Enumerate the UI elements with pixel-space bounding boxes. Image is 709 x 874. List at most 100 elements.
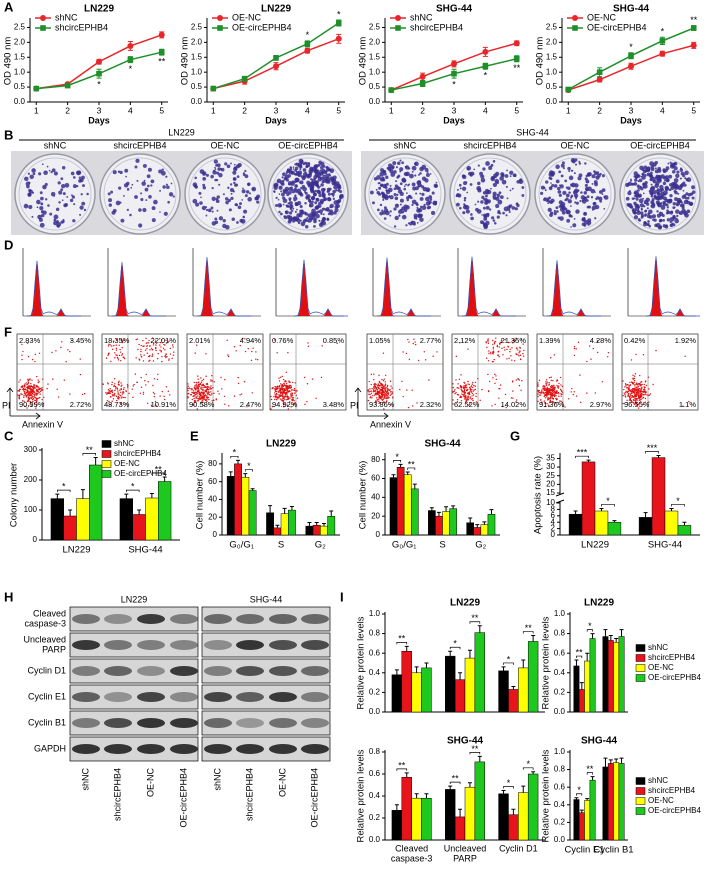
quadrant-label: 1.92% — [675, 336, 697, 345]
colony-dot — [293, 216, 297, 220]
data-point — [273, 63, 279, 70]
error-bar — [458, 808, 463, 817]
event-dot — [368, 380, 370, 383]
colony-dot — [168, 192, 174, 197]
colony-dot — [117, 170, 121, 173]
significance-bracket — [645, 451, 659, 454]
event-dot — [115, 388, 117, 390]
colony-dot — [32, 172, 36, 176]
bar — [391, 674, 403, 713]
colony-dot — [674, 218, 680, 224]
s-curve — [461, 256, 516, 317]
event-dot — [27, 404, 30, 407]
chart-title: LN229 — [584, 598, 614, 609]
bar — [241, 476, 250, 536]
event-dot — [194, 384, 196, 387]
event-dot — [642, 396, 645, 399]
event-dot — [648, 401, 650, 403]
event-dot — [382, 391, 384, 394]
event-dot — [112, 398, 115, 400]
event-dot — [428, 379, 430, 381]
event-dot — [206, 388, 208, 390]
event-dot — [468, 383, 471, 386]
colony-dot — [61, 184, 66, 189]
band — [104, 692, 132, 702]
event-dot — [601, 381, 603, 383]
colony-dot — [289, 166, 293, 169]
s-curve — [111, 262, 166, 317]
event-dot — [465, 384, 467, 386]
significance: ** — [690, 15, 698, 25]
event-dot — [270, 408, 272, 410]
bar — [578, 689, 585, 713]
colony-dot — [372, 201, 375, 205]
event-dot — [105, 392, 107, 394]
colony-dot — [663, 190, 668, 196]
event-dot — [548, 389, 550, 391]
event-dot — [285, 385, 287, 388]
event-dot — [468, 403, 471, 405]
event-dot — [386, 385, 389, 388]
event-dot — [553, 402, 555, 404]
event-dot — [572, 393, 575, 396]
colony-dot — [635, 194, 639, 198]
colony-dot — [509, 170, 514, 175]
event-dot — [633, 392, 636, 394]
x-axis-label: Days — [443, 115, 465, 125]
event-dot — [140, 350, 142, 353]
legend-marker — [395, 15, 401, 21]
event-dot — [452, 390, 454, 393]
colony-dot — [575, 197, 578, 200]
colony-dot — [129, 213, 132, 217]
event-dot — [36, 389, 38, 391]
event-dot — [378, 400, 380, 402]
event-dot — [461, 389, 463, 392]
event-dot — [456, 386, 459, 389]
event-dot — [402, 351, 404, 353]
data-point — [596, 69, 603, 75]
event-dot — [198, 392, 201, 394]
error-bar — [398, 463, 403, 468]
colony-dot — [79, 213, 82, 216]
event-dot — [507, 341, 510, 344]
colony-dot — [225, 224, 230, 230]
legend-label: shcircEPHB4 — [55, 22, 108, 32]
bar — [584, 800, 591, 841]
bar — [280, 513, 289, 536]
colony-dot — [316, 184, 320, 187]
event-dot — [628, 385, 630, 387]
data-point — [210, 85, 217, 92]
event-dot — [120, 385, 122, 388]
event-dot — [30, 385, 33, 388]
colony-dot — [682, 174, 686, 178]
colony-dot — [545, 180, 549, 184]
event-dot — [287, 352, 289, 354]
event-dot — [285, 394, 287, 396]
colony-dot — [36, 199, 41, 205]
event-dot — [558, 393, 560, 395]
scatter-box — [621, 333, 699, 411]
event-dot — [376, 398, 378, 401]
colony-dot — [408, 183, 411, 186]
event-dot — [117, 392, 119, 394]
event-dot — [519, 350, 521, 353]
event-dot — [149, 359, 151, 361]
event-dot — [523, 349, 525, 352]
colony-dot — [649, 178, 653, 182]
colony-dot — [508, 210, 511, 213]
colony-dot — [205, 214, 208, 217]
event-dot — [550, 376, 552, 378]
y-tick-label: 0.5 — [191, 82, 203, 91]
bar — [89, 464, 103, 541]
quadrant-label: 2.77% — [420, 336, 442, 345]
event-dot — [197, 397, 199, 400]
event-dot — [547, 394, 549, 396]
error-bar — [511, 686, 516, 690]
event-dot — [193, 397, 195, 400]
event-dot — [553, 388, 555, 391]
event-dot — [637, 385, 639, 388]
colony-dot — [194, 176, 197, 180]
colony-dot — [379, 177, 385, 182]
colony-dot — [115, 200, 121, 206]
colony-dot — [458, 206, 462, 210]
